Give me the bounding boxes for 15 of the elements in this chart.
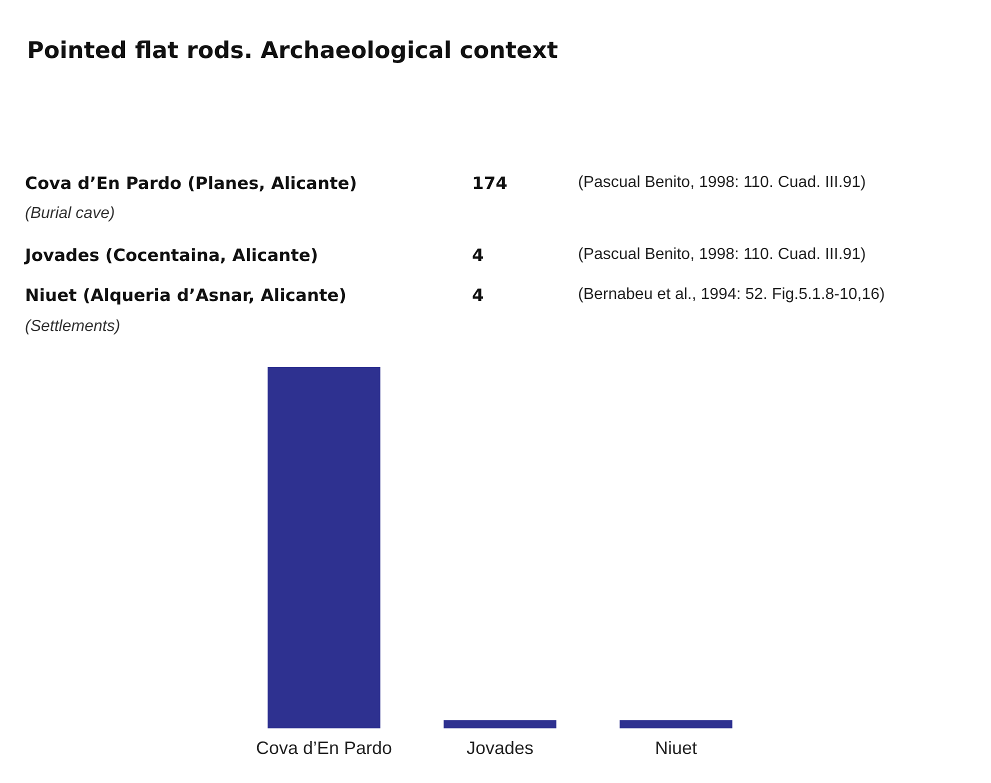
x-tick-label: Cova d’En Pardo [256,738,392,758]
text: 4 [472,286,484,306]
text: (Settlements) [25,318,120,336]
x-tick-label: Niuet [654,738,698,758]
text: (Bernabeu et al., 1994: 52. Fig.5.1.8-10,16) [578,286,885,304]
x-tick-label: Jovades [466,738,534,758]
text: Jovades (Cocentaina, Alicante) [25,246,318,266]
text: (Pascual Benito, 1998: 110. Cuad. III.91) [578,246,866,264]
chart-title: Pointed flat rods. Archaeological context [27,38,558,64]
text: 4 [472,246,484,266]
text: Cova d’En Pardo (Planes, Alicante) [25,174,358,194]
text: Niuet (Alqueria d’Asnar, Alicante) [25,286,347,306]
text: (Burial cave) [25,205,115,223]
text: (Pascual Benito, 1998: 110. Cuad. III.91) [578,174,866,192]
text: 174 [472,174,508,194]
